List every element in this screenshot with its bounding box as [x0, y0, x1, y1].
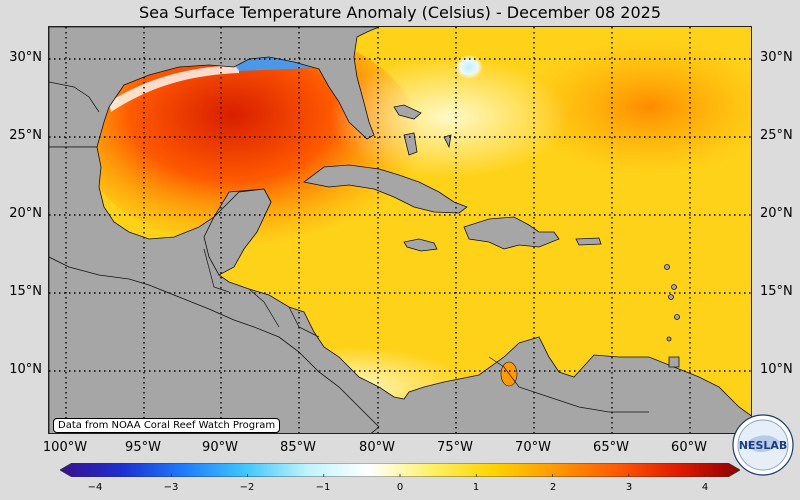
lat-label-left: 10°N: [9, 362, 42, 377]
lat-label-right: 25°N: [760, 128, 793, 143]
atlantic-pale-patch: [329, 57, 569, 177]
colorbar-tick-label: 4: [701, 482, 709, 493]
jamaica-land: [403, 238, 438, 252]
colorbar-tick-label: −1: [315, 482, 331, 493]
hispaniola-land: [463, 216, 560, 250]
antilles-island: [668, 294, 674, 300]
lat-label-right: 20°N: [760, 206, 793, 221]
sst-anomaly-map: [49, 27, 751, 433]
bahamas-island: [443, 134, 452, 149]
northern-gulf-coastal-cool: [109, 65, 239, 112]
antilles-island: [674, 314, 680, 320]
antilles-island: [671, 284, 677, 290]
lon-label: 60°W: [671, 440, 707, 455]
land: [49, 27, 751, 433]
map-panel: [48, 26, 752, 434]
graticule: [49, 27, 751, 433]
cuba-land: [303, 164, 468, 214]
lon-label: 70°W: [515, 440, 551, 455]
north-america-land: [49, 27, 380, 148]
atlantic-cool-spot: [455, 55, 483, 79]
lat-label-right: 10°N: [760, 362, 793, 377]
colorbar-tick-label: 1: [472, 482, 480, 493]
lon-label: 75°W: [437, 440, 473, 455]
lat-label-right: 30°N: [760, 50, 793, 65]
colorbar-tick-label: −3: [163, 482, 179, 493]
lat-label-left: 30°N: [9, 50, 42, 65]
lon-label: 80°W: [359, 440, 395, 455]
lat-label-left: 20°N: [9, 206, 42, 221]
puerto-rico-land: [575, 237, 602, 246]
lon-label: 90°W: [202, 440, 238, 455]
bahamas-island: [403, 132, 418, 156]
colorbar-graphic: [59, 462, 741, 478]
lat-label-left: 15°N: [9, 284, 42, 299]
map-title: Sea Surface Temperature Anomaly (Celsius…: [139, 3, 661, 22]
lon-label: 100°W: [42, 440, 88, 455]
logo-text: NESLAB: [739, 439, 788, 452]
colorbar-tick-label: −2: [239, 482, 255, 493]
country-borders: [49, 81, 649, 413]
colorbar-tick-label: 3: [625, 482, 633, 493]
colorbar-tick-label: −4: [87, 482, 103, 493]
trinidad-land: [668, 356, 680, 368]
atlantic-warm-anomaly: [519, 37, 751, 177]
bahamas-island: [393, 104, 422, 120]
antilles-island: [666, 336, 672, 342]
antilles-island: [664, 264, 670, 270]
lat-label-left: 25°N: [9, 128, 42, 143]
colorbar-tick-label: 2: [549, 482, 557, 493]
lon-label: 65°W: [593, 440, 629, 455]
colorbar-tick-label: 0: [396, 482, 404, 493]
lon-label: 85°W: [280, 440, 316, 455]
neslab-logo-icon: NESLAB: [732, 414, 794, 476]
data-source-note: Data from NOAA Coral Reef Watch Program: [53, 418, 281, 433]
lat-label-right: 15°N: [760, 284, 793, 299]
colorbar: [59, 462, 741, 478]
lon-label: 95°W: [125, 440, 161, 455]
